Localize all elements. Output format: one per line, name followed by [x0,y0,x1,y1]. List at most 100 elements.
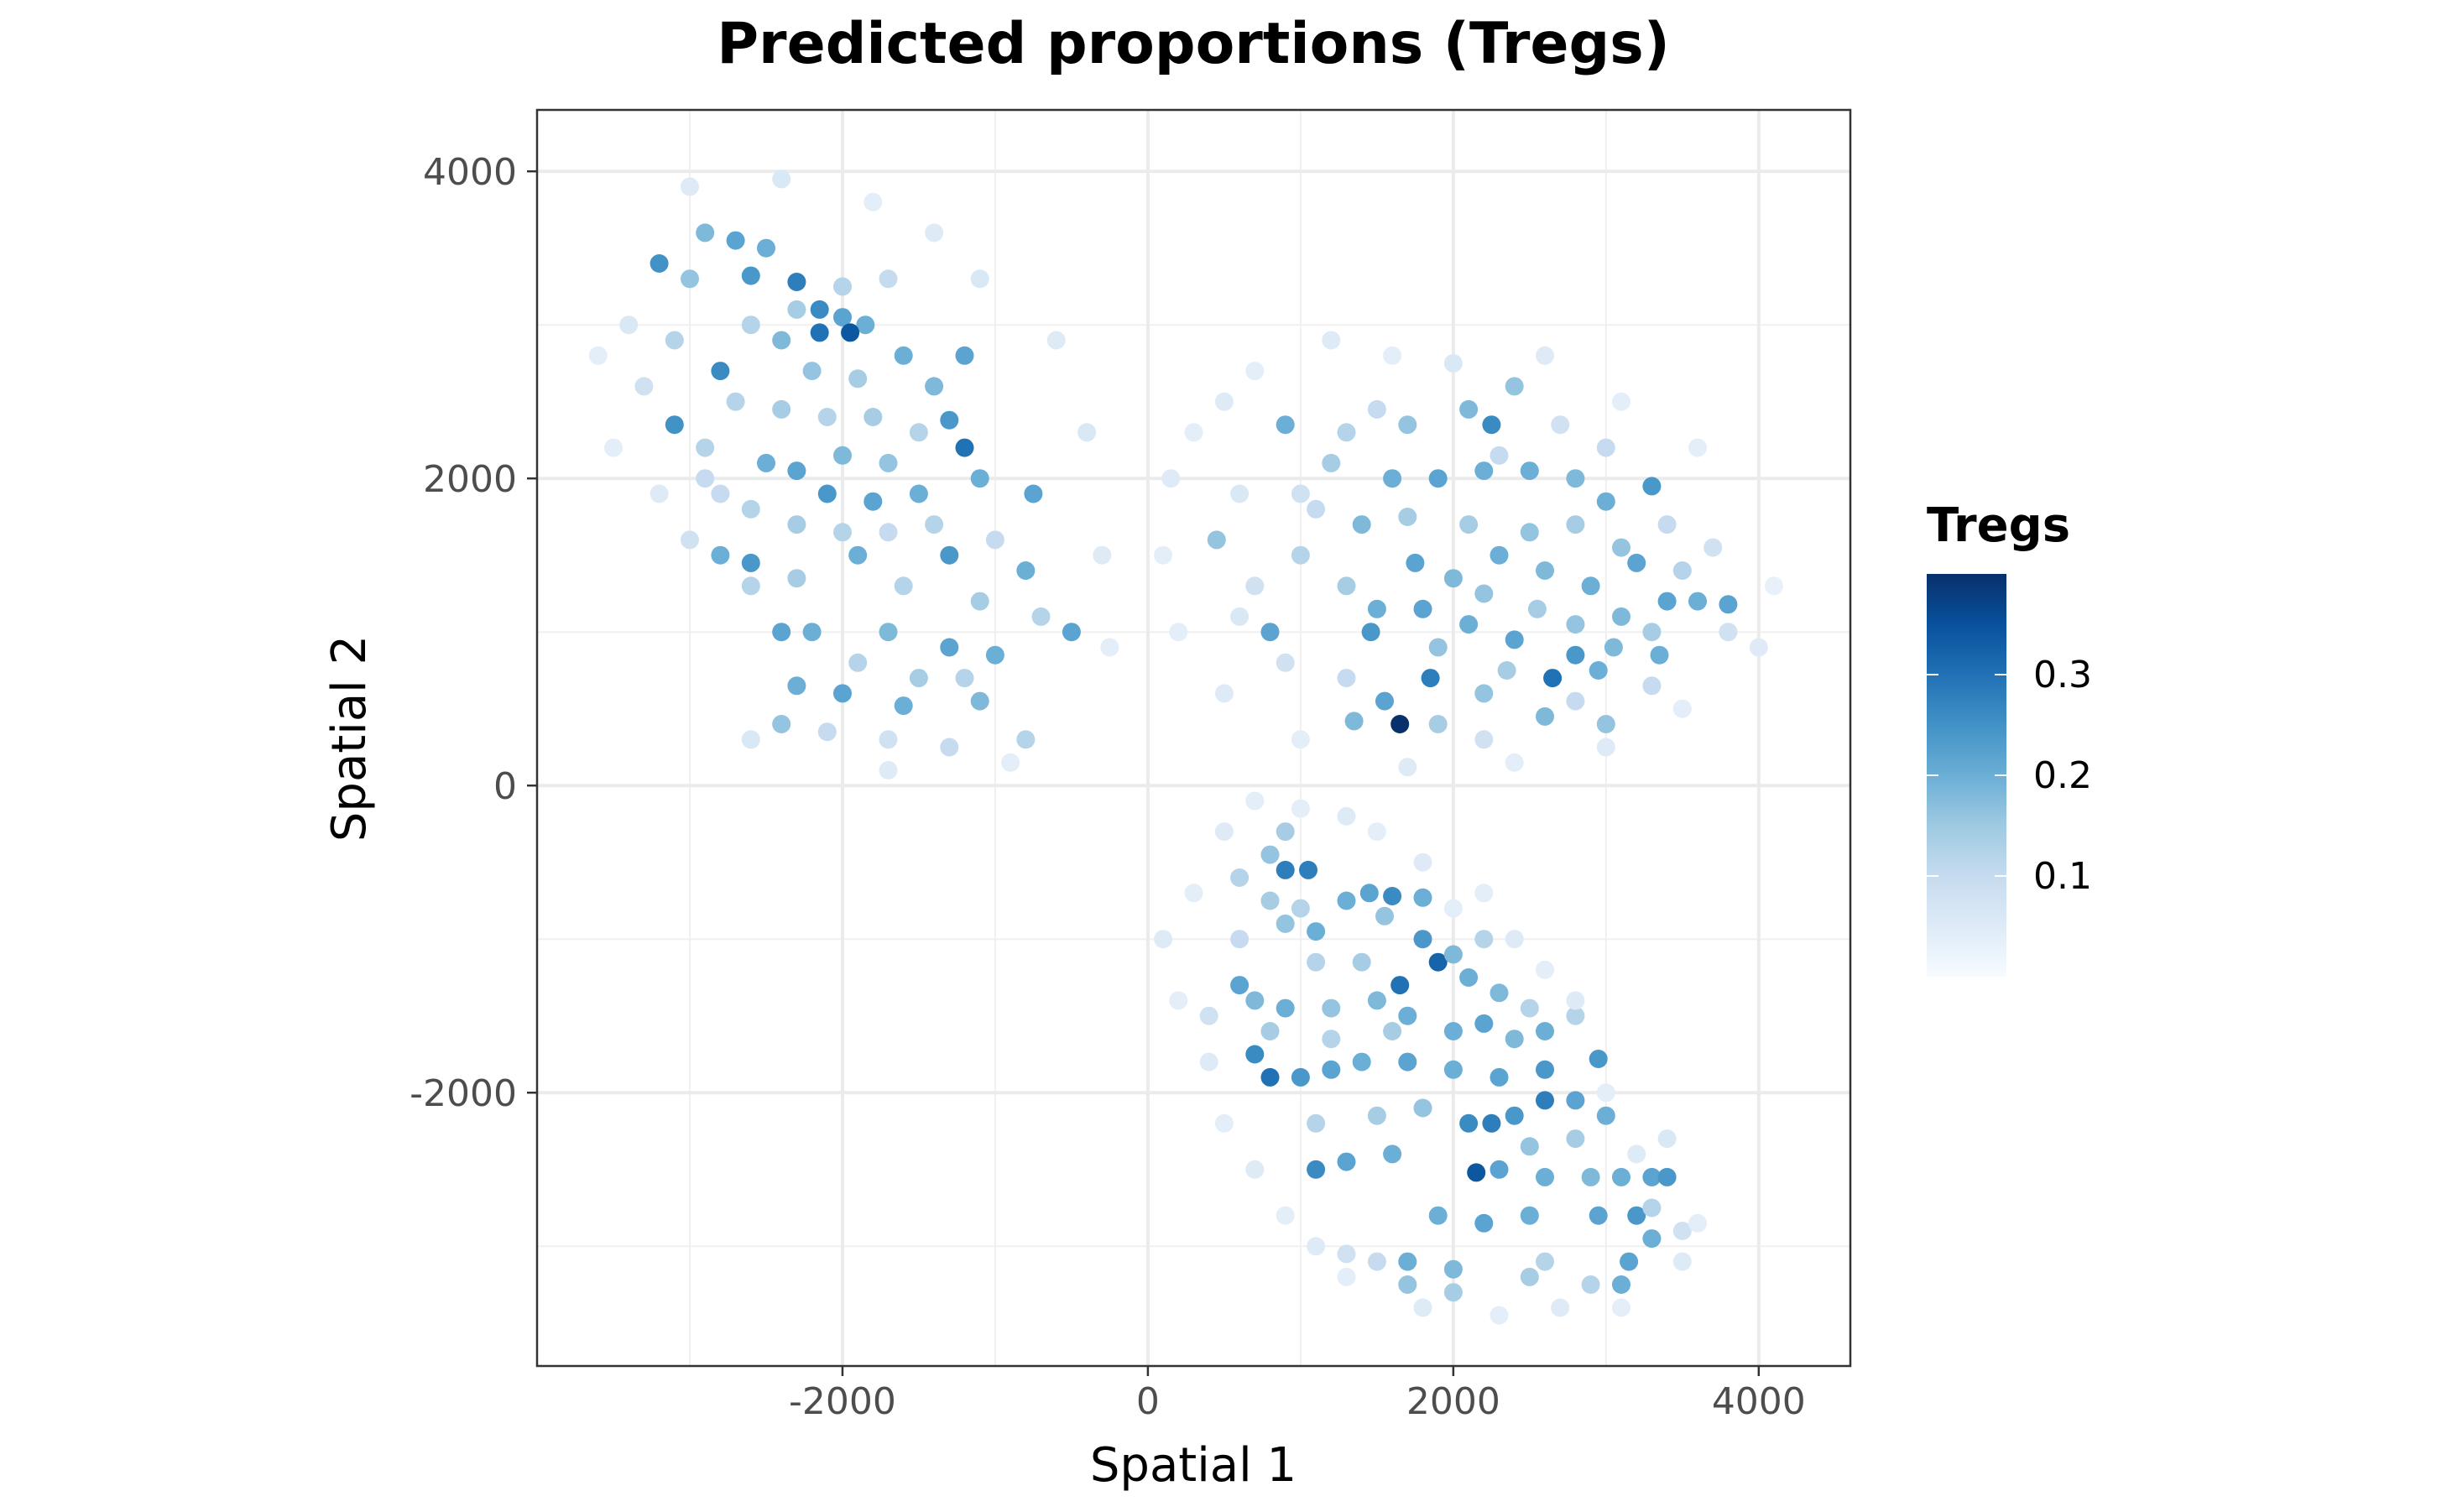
y-axis-ticks: 4000 2000 0 -2000 [410,151,537,1115]
data-point [1672,1222,1692,1240]
data-point [1536,346,1554,365]
data-point [1482,415,1501,435]
data-point [1077,423,1097,442]
data-point [841,323,860,342]
data-point [1505,630,1524,649]
data-point [741,499,760,519]
data-point [1443,1283,1463,1302]
data-point [810,300,829,319]
data-point [696,469,715,488]
x-tick-label: -2000 [789,1380,896,1423]
data-point [1428,1206,1448,1225]
data-point [1627,1144,1646,1164]
data-point [940,638,959,657]
data-point [1322,331,1341,350]
data-point [879,730,898,749]
data-point [1383,346,1402,365]
data-point [1307,1160,1326,1179]
data-point [1260,1067,1280,1087]
plot-panel-border [535,108,1852,1368]
data-point [1307,499,1326,519]
data-point [1413,852,1432,872]
data-point [1352,1052,1371,1071]
data-point [1398,1275,1417,1294]
data-point [1413,1098,1432,1118]
data-point [1490,545,1509,565]
data-point [1443,899,1463,918]
data-point [985,530,1004,550]
data-point [802,623,822,642]
data-point [909,484,928,503]
data-point [619,315,639,335]
data-point [1245,1045,1265,1064]
data-point [1383,1022,1402,1040]
data-point [1536,1022,1554,1040]
scatter-points [588,169,1783,1325]
data-point [1276,415,1295,435]
data-point [1551,415,1570,435]
data-point [1497,661,1516,680]
data-point [856,315,875,335]
data-point [1383,469,1402,488]
data-point [909,669,928,688]
data-point [1443,354,1463,373]
legend-tick-label: 0.2 [2033,754,2092,797]
data-point [925,377,944,396]
data-point [1672,1252,1692,1271]
y-tick-label: 4000 [423,151,517,194]
data-point [1230,868,1250,887]
data-point [940,410,959,430]
data-point [757,238,775,258]
data-point [1276,914,1295,933]
data-point [1443,1022,1463,1040]
data-point [1490,1160,1509,1179]
data-point [1596,438,1615,457]
data-point [1428,638,1448,657]
data-point [1428,469,1448,488]
data-point [848,369,868,388]
data-point [1536,1091,1554,1110]
data-point [787,300,806,319]
data-point [1536,1252,1554,1271]
data-point [1612,1298,1630,1317]
data-point [1566,991,1585,1010]
data-point [1260,623,1280,642]
chart-title: Predicted proportions (Tregs) [717,11,1670,77]
data-point [848,545,868,565]
data-point [1413,888,1432,907]
data-point [1184,423,1203,442]
data-point [1459,615,1479,634]
y-tick-label: -2000 [410,1072,517,1115]
data-point [1352,952,1371,972]
data-point [925,515,944,534]
data-point [1161,469,1181,488]
data-point [1307,952,1326,972]
data-point [1214,1113,1234,1133]
data-point [1024,484,1043,503]
data-point [817,484,837,503]
data-point [1214,684,1234,703]
data-point [1307,1113,1326,1133]
data-point [1367,991,1386,1010]
data-point [1016,561,1036,580]
legend-title: Tregs [1927,498,2070,553]
x-tick-label: 2000 [1406,1380,1500,1423]
data-point [1536,1060,1554,1079]
data-point [1612,392,1630,411]
data-point [1642,1167,1662,1186]
data-point [1627,1206,1646,1225]
data-point [810,323,829,342]
data-point [1566,469,1585,488]
data-point [1001,753,1020,772]
data-point [772,169,791,189]
data-point [1428,952,1448,972]
data-point [1520,998,1539,1018]
data-point [772,623,791,642]
data-point [1413,1298,1432,1317]
data-point [1016,730,1036,749]
data-point [1260,1022,1280,1040]
data-point [955,438,974,457]
data-point [940,545,959,565]
data-point [1642,623,1662,642]
